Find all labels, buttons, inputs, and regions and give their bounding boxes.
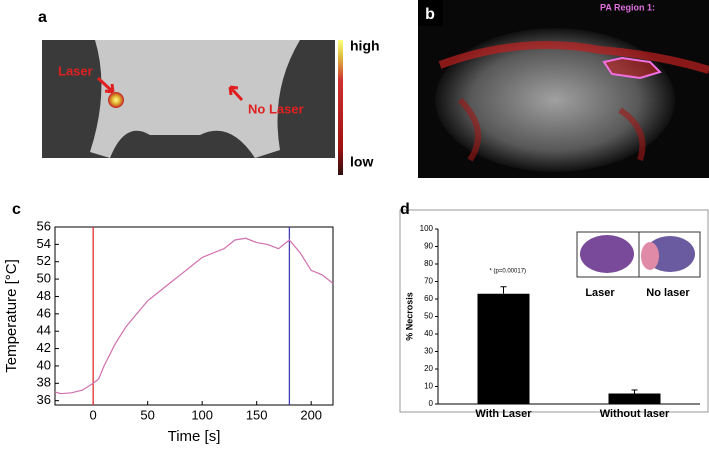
y-tick-label: 42 [37,340,51,355]
colorbar-label: high [350,38,380,54]
y-tick-label: 38 [37,375,51,390]
x-tick-label: With Laser [475,408,532,420]
y-tick-label: 20 [424,364,433,373]
y-tick-label: 52 [37,253,51,268]
y-axis-label: Temperature [°C] [3,259,20,373]
error-bar [631,389,638,394]
tumor [435,28,675,172]
bar [608,393,661,404]
x-tick-label: 0 [90,407,97,422]
y-tick-label: 44 [37,323,51,338]
y-tick-label: 56 [37,218,51,233]
y-tick-label: 0 [429,399,434,408]
panel-a: Laser No Laser high low a [38,9,380,175]
x-tick-label: 50 [140,407,154,422]
y-tick-label: 40 [37,357,51,372]
colorbar-label: low [350,154,373,170]
region [602,56,662,80]
histology [580,235,634,273]
inset-label: No laser [646,287,690,299]
y-tick-label: 80 [424,259,433,268]
histology [641,242,659,270]
y-tick-label: 36 [37,392,51,407]
arrow [96,76,115,94]
frame [399,209,709,413]
y-tick-label: 48 [37,288,51,303]
y-tick-label: 60 [424,294,433,303]
y-tick-label: 70 [424,277,433,286]
y-tick-label: 30 [424,347,433,356]
x-tick-label: 150 [246,407,268,422]
mouse [90,40,300,158]
inset-label: Laser [585,287,615,299]
y-tick-label: 90 [424,242,433,251]
x-tick-label: Without laser [600,408,670,420]
error-bar [500,286,507,294]
region-label: PA Region 1: [600,2,655,12]
plot-frame [54,226,334,406]
y-tick-label: 10 [424,382,433,391]
heat-spot [108,92,124,108]
panel-label: a [38,9,47,26]
y-tick-label: 50 [37,271,51,286]
y-axis-label: % Necrosis [404,292,414,341]
y-tick-label: 100 [420,224,434,233]
label: Laser [58,63,93,78]
y-tick-label: 54 [37,236,51,251]
x-tick-label: 200 [300,407,322,422]
x-tick-label: 100 [191,407,213,422]
bar [477,293,530,404]
x-axis-label: Time [s] [168,428,221,445]
panel-label: c [12,201,21,218]
panel-label: d [400,201,410,218]
arrow [228,85,244,102]
panel-b: b PA Region 1: [418,0,709,178]
annotation: * (p=0.00017) [490,268,527,274]
inset: Laser No laser [576,231,701,299]
label-box [418,0,443,26]
y-tick-label: 50 [424,312,433,321]
y-tick-label: 46 [37,305,51,320]
colorbar [338,40,343,175]
panel-label: b [425,6,435,23]
label: No Laser [248,101,304,116]
signal [457,97,646,162]
signal [438,41,709,74]
y-tick-label: 40 [424,329,433,338]
data-line [54,237,334,395]
